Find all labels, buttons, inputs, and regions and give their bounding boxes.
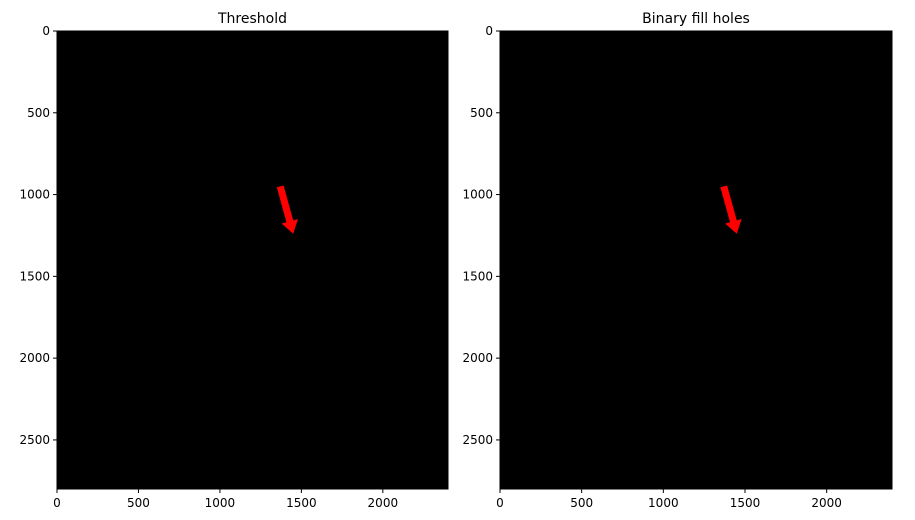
binary-fill-holes-y-tick-label: 1500 — [462, 269, 493, 283]
threshold-y-tick-label: 1000 — [19, 188, 50, 202]
binary-fill-holes-image — [500, 31, 892, 489]
binary-fill-holes-x-tick-label: 1500 — [730, 496, 761, 510]
threshold-subplot: Threshold 0 500 1000 1500 2000 0 500 1000 1500 200… — [19, 11, 449, 510]
binary-fill-holes-title: Binary fill holes — [642, 11, 750, 27]
binary-fill-holes-x-tick-label: 0 — [496, 496, 504, 510]
binary-fill-holes-x-tick-label: 1000 — [648, 496, 679, 510]
threshold-y-tick-label: 1500 — [19, 269, 50, 283]
threshold-axes-frame — [56, 30, 449, 490]
binary-fill-holes-x-tick-label: 2000 — [811, 496, 842, 510]
threshold-x-tick-label: 1500 — [286, 496, 317, 510]
threshold-image — [57, 31, 448, 489]
threshold-title: Threshold — [217, 11, 287, 27]
binary-fill-holes-axes-frame — [499, 30, 893, 490]
binary-fill-holes-x-tick-label: 500 — [570, 496, 593, 510]
threshold-y-tick-label: 2500 — [19, 433, 50, 447]
binary-fill-holes-y-tick-label: 2000 — [462, 351, 493, 365]
binary-fill-holes-y-tick-label: 500 — [470, 106, 493, 120]
threshold-x-tick-label: 1000 — [205, 496, 236, 510]
threshold-y-tick-label: 0 — [42, 24, 50, 38]
binary-fill-holes-y-tick-label: 2500 — [462, 433, 493, 447]
binary-fill-holes-red-arrow — [720, 185, 742, 234]
binary-fill-holes-y-tick-label: 1000 — [462, 188, 493, 202]
threshold-red-arrow — [276, 185, 298, 234]
binary-fill-holes-subplot: Binary fill holes 0 500 1000 1500 2000 0 500 100… — [462, 11, 893, 510]
threshold-x-tick-label: 0 — [53, 496, 61, 510]
binary-fill-holes-y-tick-label: 0 — [485, 24, 493, 38]
threshold-x-tick-label: 500 — [127, 496, 150, 510]
threshold-x-tick-label: 2000 — [368, 496, 399, 510]
threshold-y-tick-label: 2000 — [19, 351, 50, 365]
threshold-y-tick-label: 500 — [27, 106, 50, 120]
